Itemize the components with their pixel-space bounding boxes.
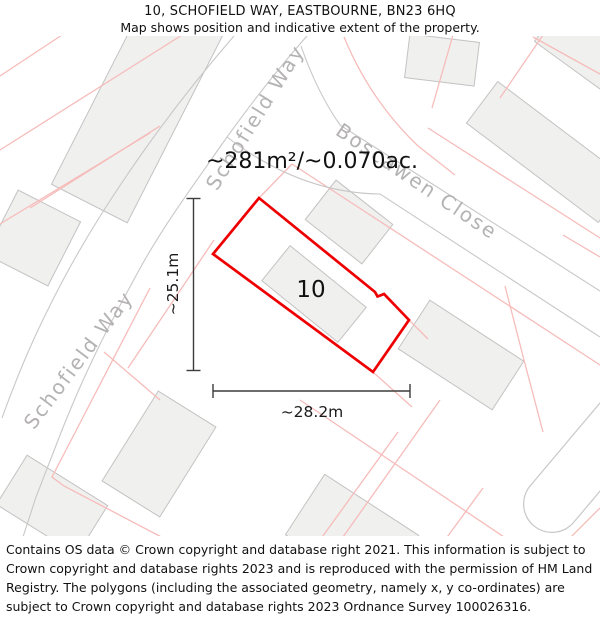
page-subtitle: Map shows position and indicative extent…: [120, 20, 480, 35]
building: [0, 454, 109, 556]
building: [0, 189, 82, 287]
parcel-line: [0, 34, 63, 77]
parcel-line: [431, 34, 454, 109]
street-label-schofield-left: Schofield Way: [19, 286, 138, 434]
parcel-line: [504, 285, 544, 433]
parcel-line: [29, 125, 161, 209]
parcel-line: [51, 287, 191, 553]
property-boundary-outline: [211, 196, 411, 374]
parcel-line: [343, 36, 419, 147]
width-dimension: ~28.2m: [212, 384, 411, 421]
parcel-line: [319, 431, 399, 541]
height-dimension: ~25.1m: [164, 197, 201, 372]
parcel-line: [417, 145, 456, 176]
copyright-notice: Contains OS data © Crown copyright and d…: [0, 536, 600, 625]
boscawen-close-sw-edge: [226, 136, 600, 338]
roads: [1, 35, 600, 541]
building: [397, 299, 525, 411]
parcel-line: [299, 399, 514, 544]
boscawen-close-ne-edge: [300, 45, 600, 292]
parcel-line: [103, 351, 161, 401]
width-dimension-label: ~28.2m: [281, 403, 344, 421]
building: [404, 33, 480, 87]
schofield-way-sw-edge: [1, 35, 235, 419]
area-label: ~281m²/~0.070ac.: [206, 149, 418, 174]
cul-de-sac-surface: [524, 403, 600, 532]
building: [101, 390, 217, 518]
header: 10, SCHOFIELD WAY, EASTBOURNE, BN23 6HQ …: [0, 0, 600, 36]
cul-de-sac-road: [523, 401, 600, 533]
parcel-line: [427, 127, 600, 239]
parcel-line: [0, 34, 183, 151]
height-dimension-label: ~25.1m: [164, 253, 182, 316]
buildings: [0, 0, 600, 597]
schofield-way-ne-edge: [21, 35, 308, 541]
parcel-line: [342, 399, 441, 538]
page-title: 10, SCHOFIELD WAY, EASTBOURNE, BN23 6HQ: [144, 4, 456, 19]
parcel-line: [532, 36, 600, 75]
parcel-line: [291, 163, 600, 366]
parcel-line: [259, 163, 293, 198]
parcel-line: [444, 487, 484, 541]
property-building: [261, 244, 367, 344]
plot-number-label: 10: [296, 277, 325, 303]
parcel-line: [127, 239, 215, 369]
parcel-line: [499, 34, 544, 99]
parcel-line: [373, 372, 413, 408]
building: [465, 80, 600, 224]
parcel-line: [562, 234, 600, 258]
building: [304, 179, 394, 265]
